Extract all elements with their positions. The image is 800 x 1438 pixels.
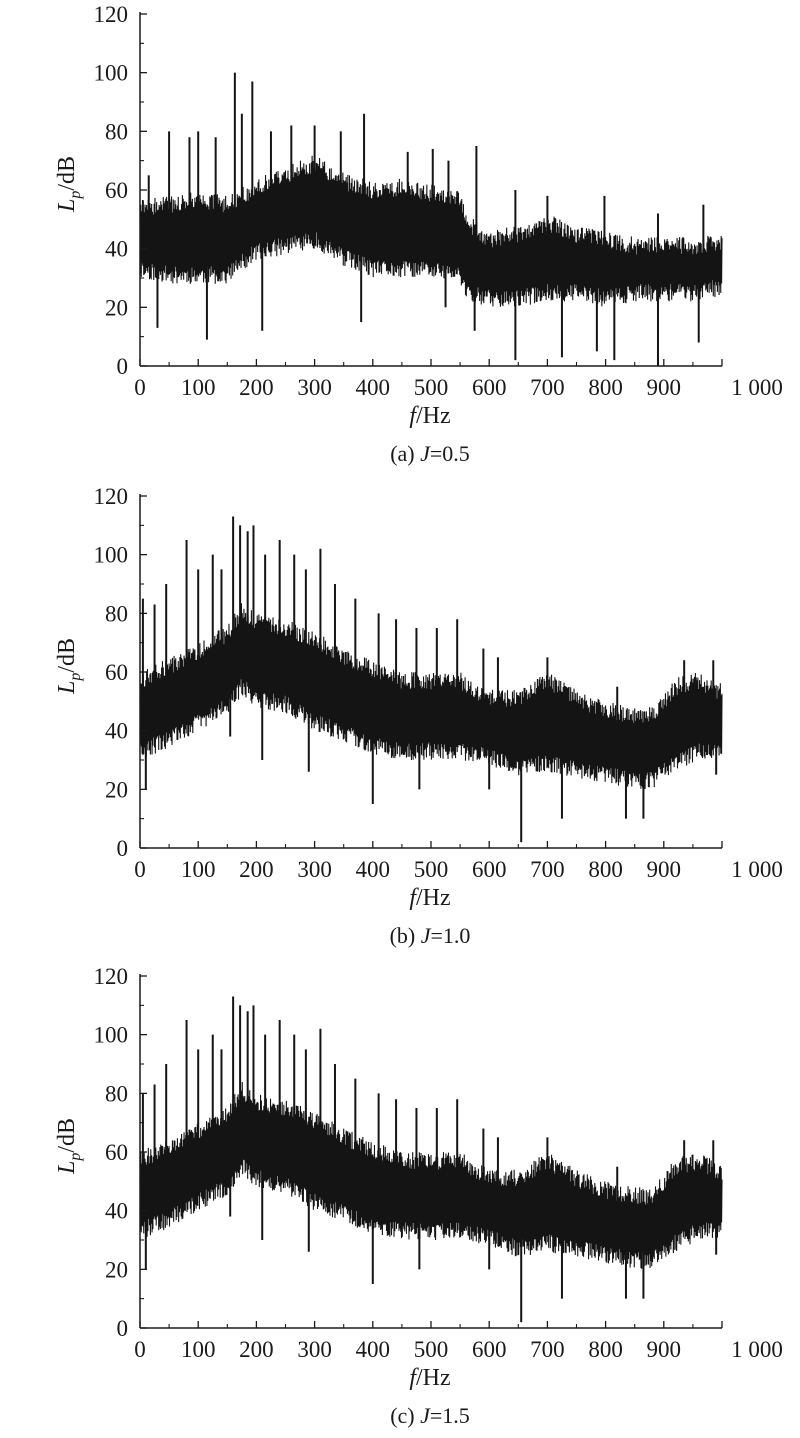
chart-b-svg: Lp/dB 0 100 200 300 400 500 600 700 800 900 1 000 … xyxy=(54,484,783,948)
y-axis-title-a: Lp/dB xyxy=(54,156,84,213)
chart-panel-b: Lp/dB 0 100 200 300 400 500 600 700 800 900 1 000 … xyxy=(0,482,800,958)
y-tick-label-b-1: 20 xyxy=(105,777,128,802)
chart-a-svg: Lp/dB 0 100 200 300 400 500 600 700 800 900 1 000 … xyxy=(54,2,783,466)
x-tick-label-b-4: 400 xyxy=(356,857,391,882)
y-tick-label-c-1: 20 xyxy=(105,1257,128,1282)
x-tick-label-a-2: 200 xyxy=(239,375,274,400)
caption-b: (b) J=1.0 xyxy=(390,923,471,948)
x-tick-label-b-3: 300 xyxy=(297,857,332,882)
y-tick-label-a-6: 120 xyxy=(94,2,129,27)
y-tick-label-c-2: 40 xyxy=(105,1199,128,1224)
x-tick-label-a-6: 600 xyxy=(472,375,507,400)
y-tick-label-a-3: 60 xyxy=(105,178,128,203)
x-tick-label-b-6: 600 xyxy=(472,857,507,882)
caption-c: (c) J=1.5 xyxy=(390,1403,470,1428)
x-tick-label-b-0: 0 xyxy=(134,857,146,882)
y-tick-label-c-5: 100 xyxy=(94,1023,129,1048)
chart-panel-a: Lp/dB 0 100 200 300 400 500 600 700 800 900 1 000 … xyxy=(0,0,800,476)
x-tick-label-c-0: 0 xyxy=(134,1337,146,1362)
spectrum-trace-c xyxy=(139,1081,723,1269)
svg-text:Lp/dB: Lp/dB xyxy=(54,638,84,695)
caption-a: (a) J=0.5 xyxy=(390,441,470,466)
y-tick-label-b-5: 100 xyxy=(94,543,129,568)
y-tick-label-b-6: 120 xyxy=(94,484,129,509)
x-tick-label-a-1: 100 xyxy=(181,375,216,400)
x-tick-label-b-9: 900 xyxy=(647,857,682,882)
y-tick-label-a-2: 40 xyxy=(105,237,128,262)
x-tick-label-c-2: 200 xyxy=(239,1337,274,1362)
y-tick-label-b-3: 60 xyxy=(105,660,128,685)
y-tick-label-c-3: 60 xyxy=(105,1140,128,1165)
y-tick-label-c-0: 0 xyxy=(117,1316,129,1341)
svg-text:Lp/dB: Lp/dB xyxy=(54,156,84,213)
x-tick-label-b-1: 100 xyxy=(181,857,216,882)
spectrum-trace-b xyxy=(139,603,723,790)
series-c xyxy=(139,996,723,1323)
x-tick-label-c-9: 900 xyxy=(647,1337,682,1362)
x-tick-label-c-10: 1 000 xyxy=(731,1337,783,1362)
x-tick-label-a-7: 700 xyxy=(530,375,565,400)
x-axis-title-c: f/Hz xyxy=(409,1365,450,1391)
y-tick-label-c-4: 80 xyxy=(105,1081,128,1106)
x-tick-label-c-7: 700 xyxy=(530,1337,565,1362)
x-tick-label-b-8: 800 xyxy=(588,857,623,882)
x-axis-title-a: f/Hz xyxy=(409,403,450,429)
series-b xyxy=(139,516,723,843)
x-tick-label-b-10: 1 000 xyxy=(731,857,783,882)
y-tick-label-c-6: 120 xyxy=(94,964,129,989)
x-tick-label-c-1: 100 xyxy=(181,1337,216,1362)
x-axis-title-b: f/Hz xyxy=(409,885,450,911)
y-tick-label-a-4: 80 xyxy=(105,119,128,144)
x-tick-label-a-3: 300 xyxy=(297,375,332,400)
y-tick-label-a-5: 100 xyxy=(94,61,129,86)
x-tick-label-a-4: 400 xyxy=(356,375,391,400)
x-tick-label-b-2: 200 xyxy=(239,857,274,882)
y-tick-label-b-4: 80 xyxy=(105,601,128,626)
x-tick-label-c-3: 300 xyxy=(297,1337,332,1362)
y-tick-label-b-2: 40 xyxy=(105,719,128,744)
chart-c-svg: Lp/dB 0 100 200 300 400 500 600 700 800 900 1 000 … xyxy=(54,964,783,1428)
x-tick-label-a-0: 0 xyxy=(134,375,146,400)
x-tick-label-c-8: 800 xyxy=(588,1337,623,1362)
x-tick-label-c-4: 400 xyxy=(356,1337,391,1362)
x-tick-label-a-10: 1 000 xyxy=(731,375,783,400)
x-tick-label-a-5: 500 xyxy=(414,375,449,400)
spectrum-trace-a xyxy=(139,155,723,307)
x-tick-label-b-5: 500 xyxy=(414,857,449,882)
x-tick-label-c-6: 600 xyxy=(472,1337,507,1362)
x-tick-label-b-7: 700 xyxy=(530,857,565,882)
y-tick-label-a-0: 0 xyxy=(117,354,129,379)
y-axis-title-c: Lp/dB xyxy=(54,1118,84,1175)
x-tick-label-a-9: 900 xyxy=(647,375,682,400)
series-a xyxy=(139,72,723,366)
x-tick-label-c-5: 500 xyxy=(414,1337,449,1362)
svg-text:Lp/dB: Lp/dB xyxy=(54,1118,84,1175)
x-tick-label-a-8: 800 xyxy=(588,375,623,400)
y-tick-label-b-0: 0 xyxy=(117,836,129,861)
chart-panel-c: Lp/dB 0 100 200 300 400 500 600 700 800 900 1 000 … xyxy=(0,962,800,1438)
y-axis-title-b: Lp/dB xyxy=(54,638,84,695)
y-tick-label-a-1: 20 xyxy=(105,295,128,320)
